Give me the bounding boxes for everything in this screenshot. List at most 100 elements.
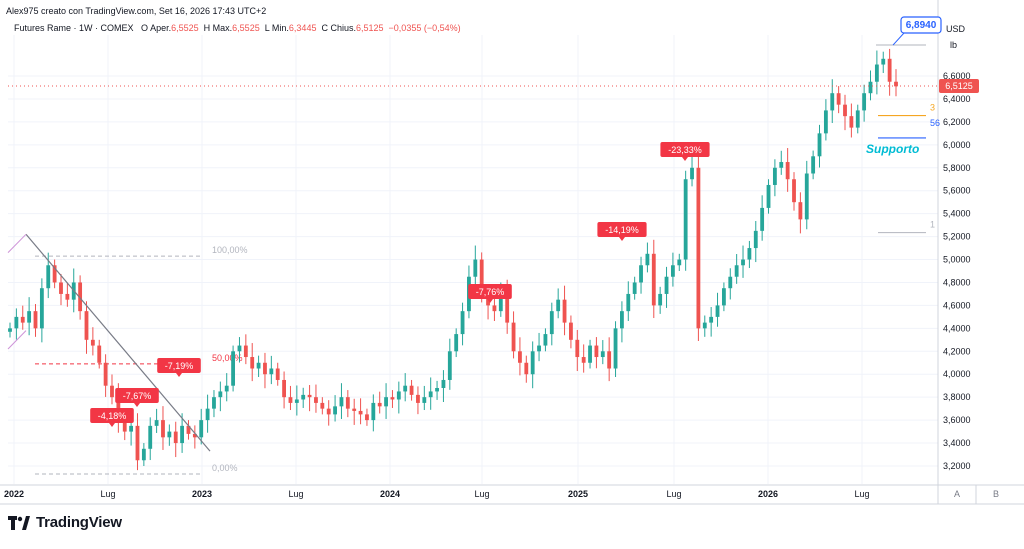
candle-body [881,58,886,65]
candle-body [403,385,408,392]
candle-body [154,420,159,426]
candle-body [345,397,350,409]
candle-body [620,311,624,329]
channel-line-lower [7,330,27,350]
candle-body [855,110,860,128]
candle-body [817,133,822,157]
low-label: L [264,23,270,33]
x-tick-label: Lug [666,489,681,499]
candle-body [33,311,38,329]
candle-body [371,402,376,421]
drawdown-label-pointer [682,157,688,161]
y-tick-label: 4,0000 [943,369,971,379]
chart-overlays: Supporto 3 56 1 6,8940 [7,16,942,452]
candle-body [122,420,127,432]
candle-body [205,408,210,421]
candle-body [90,339,95,346]
candle-body [365,414,369,421]
fib-retracement: 100,00% 50,00% 0,00% [35,245,248,475]
candle-body [14,316,19,329]
time-axis[interactable]: 2022 Lug 2023 Lug 2024 Lug 2025 Lug 2026 Lug A B [4,489,999,499]
candle-body [97,345,102,363]
last-price-badge-text: 6,5125 [945,81,973,91]
y-tick-label: 5,6000 [943,186,971,196]
low-word: Min. [271,23,289,33]
candle-body [843,104,847,117]
candle-body [422,397,427,403]
y-tick-label: 6,2000 [943,117,971,127]
scale-button-a[interactable]: A [954,489,960,499]
y-tick-label: 5,2000 [943,232,971,242]
candle-body [575,339,580,358]
candle-body [39,288,44,329]
candle-body [396,391,401,400]
high-word: Max. [212,23,233,33]
candle-body [639,265,643,283]
fib-level-label: 0,00% [212,463,238,473]
candle-body [148,425,153,449]
author-line: Alex975 creato con TradingView.com, Set … [6,6,267,16]
tradingview-logo[interactable]: TradingView [8,514,122,531]
candle-body [460,311,465,335]
candle-body [301,394,306,400]
candle-body [868,81,873,94]
candle-body [798,202,803,220]
candle-body [454,334,459,352]
candle-body [804,173,809,220]
y-tick-label: 6,4000 [943,94,971,104]
support-label: Supporto [866,142,919,156]
candle-body [766,184,771,208]
price-axis[interactable]: 3,2000 3,4000 3,6000 3,8000 4,0000 4,2000 4,40… [939,24,979,471]
y-tick-label: 4,6000 [943,300,971,310]
x-tick-label: Lug [474,489,489,499]
drawdown-label-box [468,284,512,299]
y-tick-label: 3,4000 [943,438,971,448]
candle-body [760,207,765,231]
candle-body [715,305,720,317]
candle-body [129,425,134,432]
high-marker-text: 6,8940 [906,20,937,31]
y-tick-label: 5,8000 [943,163,971,173]
candle-body [435,388,439,392]
y-tick-label: 5,0000 [943,255,971,265]
candle-body [728,276,733,289]
candle-body [779,162,784,168]
candle-body [294,399,299,403]
open-value: 6,5525 [171,23,199,33]
candle-body [556,299,561,312]
drawdown-label-text: -4,18% [98,411,127,421]
candle-body [339,397,344,407]
orange-level-tag: 3 [930,103,935,113]
candle-body [263,362,267,375]
change-value: −0,0355 (−0,54%) [388,23,461,33]
candle-body [320,402,325,409]
candle-body [84,311,89,340]
x-tick-label: 2023 [192,489,212,499]
y-tick-label: 6,6000 [943,71,971,81]
candle-body [518,351,522,363]
candle-body [543,334,548,346]
candle-body [409,385,414,395]
y-tick-label: 4,8000 [943,277,971,287]
candle-body [785,162,790,180]
candle-body [314,397,318,403]
drawdown-label-pointer [176,373,182,377]
candle-body [441,379,446,388]
candle-body [275,368,280,380]
candle-body [664,276,669,294]
candle-body [741,259,745,266]
drawdown-label-pointer [487,299,493,303]
candle-body [696,167,701,329]
last-price-badge [939,79,979,94]
candle-body [734,265,739,277]
candle-body [46,265,51,289]
drawdown-label-box [157,358,201,373]
candle-body [702,322,707,329]
candle-body [288,397,293,403]
scale-button-b[interactable]: B [993,489,999,499]
candle-body [626,293,631,312]
drawdown-label-box [597,222,647,237]
fib-level-label: 50,00% [212,353,243,363]
